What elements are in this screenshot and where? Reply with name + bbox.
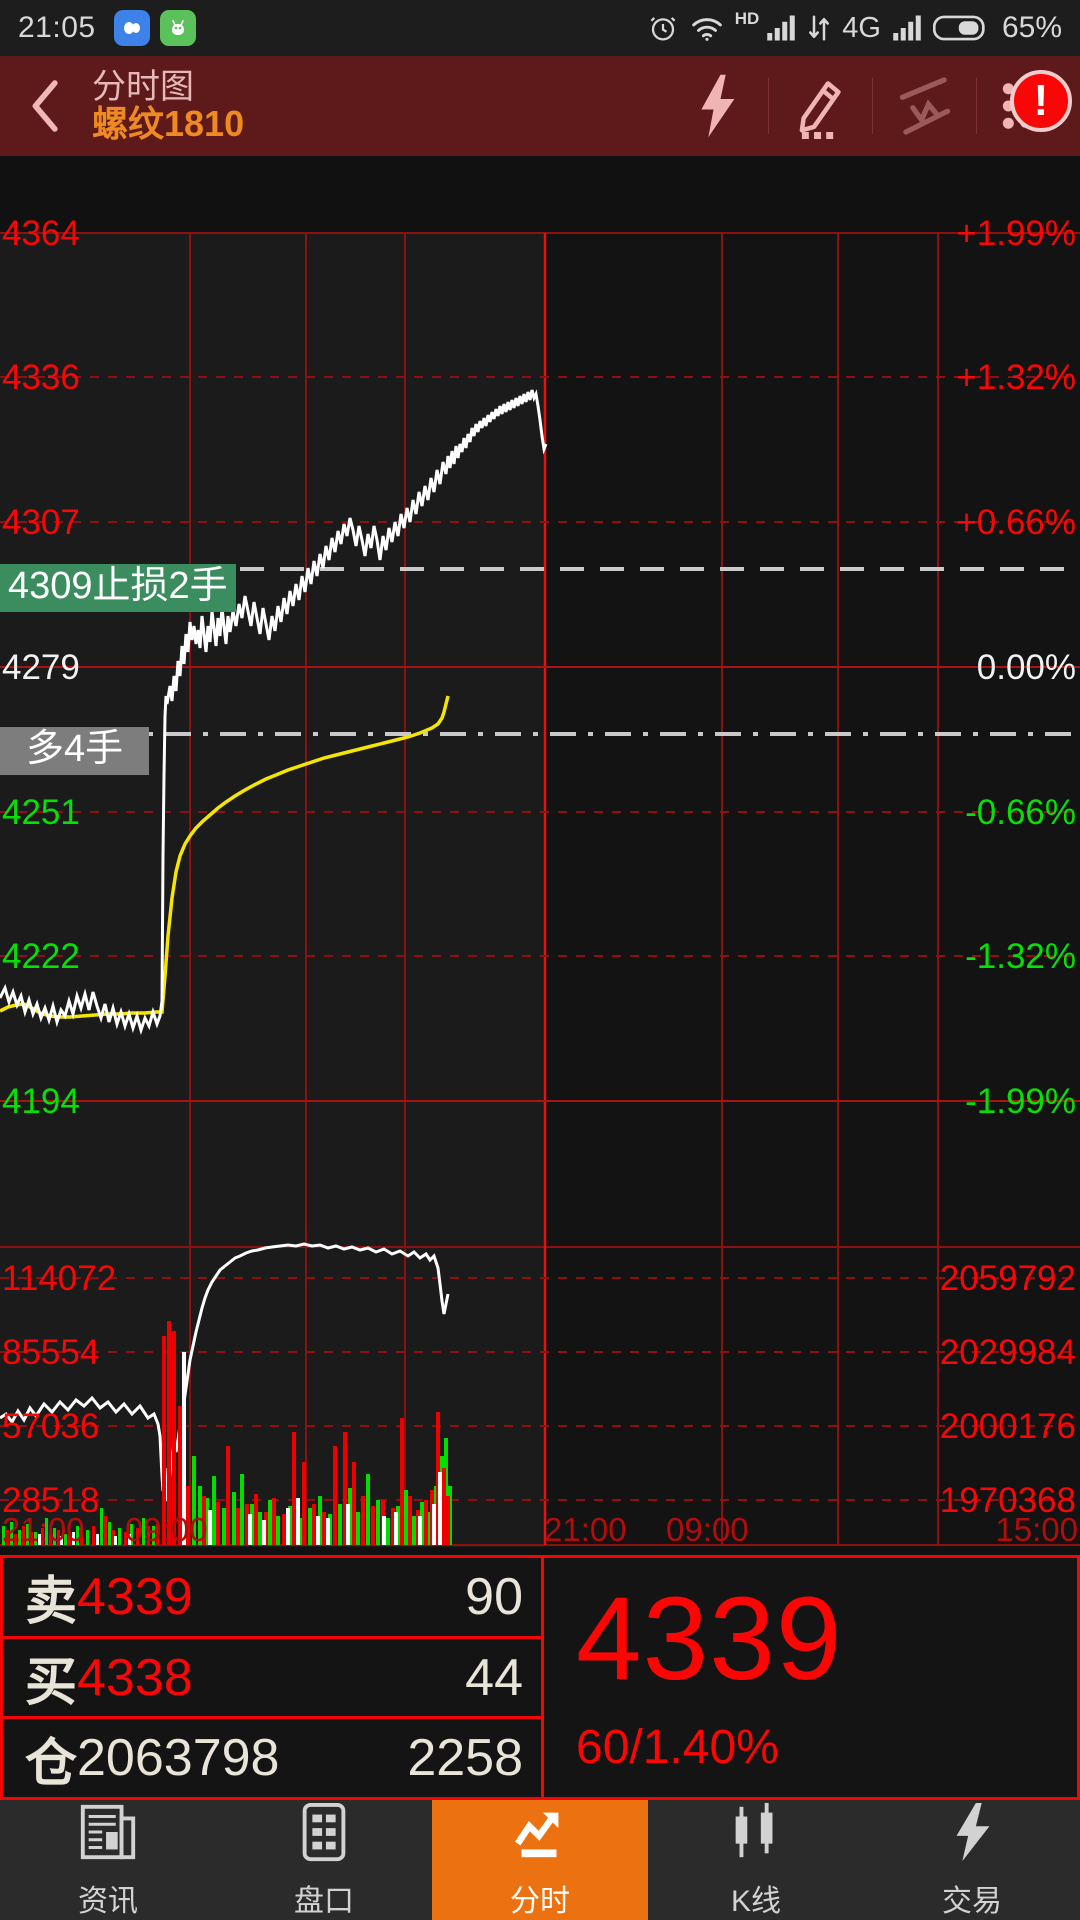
page-title: 分时图 [92, 67, 194, 106]
nav-news-label: 资讯 [78, 1884, 138, 1918]
nav-trade[interactable]: 交易 [864, 1800, 1080, 1920]
last-price: 4339 [576, 1573, 843, 1705]
nav-orderbook-label: 盘口 [294, 1884, 354, 1918]
nav-news[interactable]: 资讯 [0, 1800, 216, 1920]
trendline-icon[interactable] [873, 56, 976, 156]
instrument-name: 螺纹1810 [92, 102, 245, 144]
lightning-icon[interactable] [665, 56, 768, 156]
hd-icon: HD [734, 9, 760, 28]
price-axis-label: 4364 [2, 214, 80, 253]
open-interest-line [0, 1242, 450, 1502]
open-interest-axis-label: 2059792 [939, 1259, 1076, 1298]
app-header: 分时图 螺纹1810 ! [0, 56, 1080, 156]
bid-price: 4338 [77, 1648, 193, 1707]
back-chevron-icon[interactable] [0, 56, 92, 156]
open-interest-axis-label: 2029984 [939, 1333, 1076, 1372]
x-axis-label: 15:00 [995, 1511, 1078, 1548]
nav-orderbook[interactable]: 盘口 [216, 1800, 432, 1920]
price-axis-label: 4336 [2, 358, 80, 397]
open-interest-axis-label: 1970368 [939, 1481, 1076, 1520]
alert-badge: ! [1010, 70, 1072, 132]
candlestick-icon [727, 1801, 785, 1868]
ask-volume: 90 [465, 1567, 523, 1626]
price-axis-label: 4222 [2, 937, 80, 976]
stop-loss-marker[interactable]: 4309止损2手 [0, 564, 236, 612]
signal-icon [766, 14, 796, 42]
battery-icon [932, 13, 987, 43]
pct-axis-label: +1.99% [956, 214, 1076, 253]
nav-timeshare-label: 分时 [510, 1884, 570, 1918]
orderbook-icon [296, 1801, 352, 1868]
ask-price: 4339 [77, 1567, 193, 1626]
x-axis-label: 21:00 [544, 1511, 627, 1548]
nav-trade-label: 交易 [942, 1884, 1002, 1918]
pct-axis-label: -1.99% [965, 1082, 1076, 1121]
bid-row[interactable]: 买 4338 44 [3, 1639, 541, 1720]
status-app-icons [113, 10, 196, 46]
header-titles: 分时图 螺纹1810 [92, 69, 244, 143]
toolbar-divider [768, 78, 769, 134]
position-value: 2063798 [77, 1729, 280, 1788]
timeshare-icon [511, 1801, 569, 1868]
nav-timeshare[interactable]: 分时 [432, 1800, 648, 1920]
average-price-line [0, 695, 450, 1019]
chart-canvas [0, 232, 1080, 1547]
price-axis-label: 4307 [2, 503, 80, 542]
position-volume: 2258 [407, 1729, 523, 1788]
battery-percent: 65% [1001, 11, 1062, 44]
volume-axis-label: 57036 [2, 1407, 100, 1446]
bid-label: 买 [25, 1654, 78, 1712]
volume-bars [2, 1321, 452, 1545]
signal-2-icon [892, 14, 922, 42]
price-axis-label: 4194 [2, 1082, 80, 1121]
lightning-icon [948, 1801, 996, 1868]
x-axis-label: 09:00 [666, 1511, 749, 1548]
price-change: 60/1.40% [576, 1721, 779, 1774]
news-icon [78, 1801, 138, 1868]
position-row[interactable]: 仓 2063798 2258 [3, 1719, 541, 1797]
price-axis-label: 4251 [2, 793, 80, 832]
alarm-icon [647, 12, 679, 44]
orders-icon[interactable]: ! [977, 56, 1080, 156]
status-bar: 21:05 HD 4G [0, 0, 1080, 56]
nav-kline-label: K线 [730, 1884, 781, 1918]
volume-axis-label: 114072 [2, 1259, 117, 1298]
pct-axis-label: +1.32% [956, 358, 1076, 397]
pct-axis-label: +0.66% [956, 503, 1076, 542]
ask-label: 卖 [25, 1573, 78, 1632]
position-label: 仓 [25, 1734, 78, 1793]
x-axis-label: 09:00 [125, 1511, 208, 1548]
status-time: 21:05 [18, 11, 96, 44]
price-axis-label: 4279 [2, 648, 80, 687]
bid-volume: 44 [465, 1648, 523, 1707]
toolbar-divider [976, 78, 977, 134]
volume-axis-label: 85554 [2, 1333, 100, 1372]
wifi-icon [690, 13, 724, 43]
header-toolbar: ! [665, 56, 1080, 156]
chat-app-icon [113, 10, 150, 46]
quote-panel: 卖 4339 90 买 4338 44 仓 2063798 2258 4339 … [0, 1555, 1080, 1800]
status-indicators: HD 4G 65% [647, 9, 1062, 45]
long-position-marker[interactable]: 多4手 [0, 727, 150, 775]
toolbar-divider [872, 78, 873, 134]
open-interest-axis-label: 2000176 [939, 1407, 1076, 1446]
pct-axis-label: -1.32% [965, 937, 1076, 976]
bottom-nav: 资讯 盘口 分时 [0, 1800, 1080, 1920]
price-line [0, 389, 548, 1036]
last-price-panel[interactable]: 4339 60/1.40% [544, 1558, 1077, 1797]
x-axis-label: 21:00 [2, 1511, 85, 1548]
ask-row[interactable]: 卖 4339 90 [3, 1558, 541, 1639]
pct-axis-label: 0.00% [976, 648, 1076, 687]
timeshare-chart[interactable]: 4364 4336 4307 4279 4251 4222 4194 +1.99… [0, 156, 1080, 1555]
pencil-icon[interactable] [769, 56, 872, 156]
pct-axis-label: -0.66% [965, 793, 1076, 832]
network-type-label: 4G [842, 11, 881, 44]
nav-kline[interactable]: K线 [648, 1800, 864, 1920]
volume-axis-label: 28518 [2, 1481, 100, 1520]
quote-rows: 卖 4339 90 买 4338 44 仓 2063798 2258 [3, 1558, 544, 1797]
data-transfer-icon [807, 13, 831, 43]
android-app-icon [159, 10, 196, 46]
